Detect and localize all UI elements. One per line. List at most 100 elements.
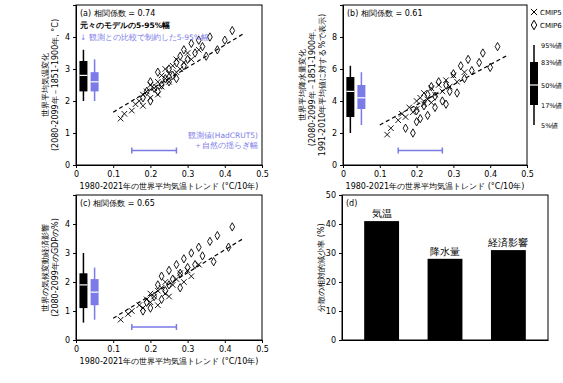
- point: [433, 92, 438, 100]
- tick-mark: [339, 311, 342, 312]
- axis: 00.10.20.30.40.5: [74, 165, 269, 179]
- tick-label: 0.4: [219, 170, 232, 179]
- y-axis-title: 分散の相対的減少率 (%): [317, 223, 326, 311]
- y-axis-title: 世界平均降水量変化: [298, 49, 307, 121]
- point: [148, 304, 153, 312]
- tick-mark: [73, 165, 76, 166]
- tick-label: 0: [341, 170, 346, 179]
- tick: 0.5: [256, 165, 269, 179]
- tick-mark: [262, 340, 263, 343]
- box-median: [79, 284, 87, 285]
- bar: [364, 221, 399, 340]
- tick-mark: [339, 195, 342, 196]
- legend-label: CMIP6: [540, 22, 562, 30]
- axis-line: [340, 6, 344, 166]
- tick-mark: [225, 340, 226, 343]
- point: [189, 249, 194, 257]
- axis: 00.10.20.30.40.5: [74, 340, 269, 354]
- point: [418, 114, 423, 122]
- point: [141, 94, 146, 102]
- point: [495, 42, 500, 50]
- point: [388, 125, 394, 131]
- tick: 8: [332, 33, 343, 42]
- tick-mark: [73, 253, 76, 254]
- box-median: [346, 91, 354, 92]
- tick: 0: [331, 336, 342, 345]
- point: [189, 273, 195, 279]
- observed-range: [398, 148, 442, 154]
- point: [458, 62, 463, 70]
- tick-label: 0.1: [107, 170, 120, 179]
- point: [454, 79, 460, 85]
- point: [384, 132, 390, 138]
- tick: 0.2: [145, 165, 158, 179]
- tick: 2: [65, 97, 76, 106]
- point: [406, 105, 412, 111]
- tick: 0.5: [521, 165, 534, 179]
- tick-label: 20: [326, 278, 336, 287]
- plot-frame: [76, 195, 262, 340]
- bar: [428, 259, 463, 340]
- point: [444, 81, 449, 89]
- point: [196, 243, 201, 251]
- point: [222, 36, 227, 44]
- fit-line: [380, 55, 509, 125]
- legend: CMIP5 CMIP6: [531, 9, 562, 30]
- point: [440, 89, 446, 95]
- tick: 0.5: [256, 340, 269, 354]
- tick-mark: [225, 165, 226, 168]
- point: [159, 81, 164, 89]
- figure: 01234(a) 相関係数 = 0.74世界平均気温変化(2080-2099年－…: [0, 0, 563, 383]
- chart-title: (a) 相関係数 = 0.74: [80, 9, 155, 18]
- tick: 0.4: [219, 340, 232, 354]
- tick: 0: [74, 165, 79, 179]
- tick-mark: [453, 165, 454, 168]
- point: [174, 74, 179, 82]
- tick-label: 50: [326, 191, 336, 200]
- tick-mark: [380, 165, 381, 168]
- tick-label: 0.4: [219, 345, 232, 354]
- point: [125, 311, 131, 317]
- tick: 4: [332, 97, 343, 106]
- tick-label: 0.3: [448, 170, 461, 179]
- observed-range: [132, 148, 177, 154]
- point: [155, 68, 160, 76]
- tick-label: 0.1: [107, 345, 120, 354]
- point: [230, 223, 235, 231]
- tick: 0.3: [448, 165, 461, 179]
- point: [141, 307, 146, 315]
- point: [155, 87, 160, 95]
- point: [211, 258, 216, 266]
- tick-label: 4: [65, 33, 70, 42]
- panel: 01234(a) 相関係数 = 0.74世界平均気温変化(2080-2099年－…: [41, 5, 269, 191]
- point: [148, 97, 153, 105]
- point: [417, 95, 423, 101]
- box: [79, 61, 87, 91]
- tick-mark: [339, 224, 342, 225]
- tick-label: 1: [65, 307, 70, 316]
- box: [357, 85, 365, 109]
- tick-label: 0: [65, 161, 70, 170]
- point: [144, 87, 149, 95]
- tick: 1: [65, 307, 76, 316]
- observed-range: [132, 324, 177, 330]
- point: [163, 287, 168, 295]
- tick-mark: [343, 165, 344, 168]
- annotation: ↓ 観測との比較で制約した5-95%幅: [80, 33, 209, 42]
- tick-label: 0.2: [145, 170, 158, 179]
- y-axis-title: 世界の気候変動経済影響: [41, 224, 50, 312]
- box-legend-label: 50%値: [541, 82, 562, 90]
- legend-label: CMIP5: [540, 9, 562, 17]
- box-legend-median: [530, 84, 538, 85]
- tick: 0.4: [484, 165, 497, 179]
- tick: 0.1: [107, 340, 120, 354]
- point: [167, 281, 172, 289]
- point: [466, 55, 471, 63]
- tick: 0.2: [411, 165, 424, 179]
- tick-label: 4: [332, 97, 337, 106]
- fit-line: [113, 239, 243, 319]
- chart-title: (d): [346, 199, 357, 208]
- tick-label: 0.1: [374, 170, 387, 179]
- panel: 01234(c) 相関係数 = 0.65世界の気候変動経済影響(2080-209…: [41, 195, 269, 366]
- point: [469, 66, 474, 74]
